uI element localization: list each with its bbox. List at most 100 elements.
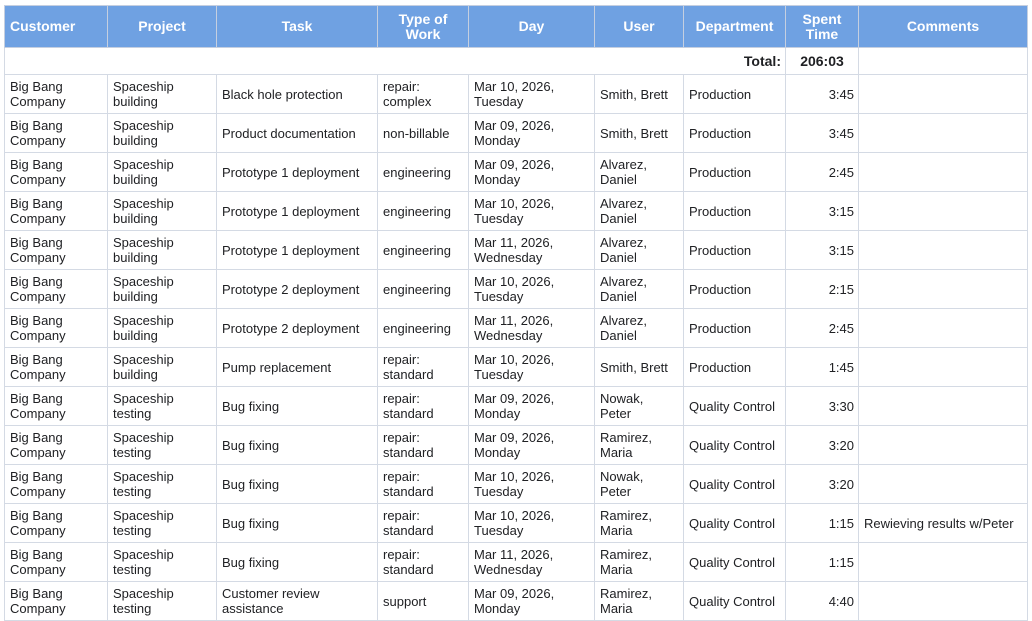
day-cell: Mar 09, 2026, Monday: [468, 113, 595, 153]
column-header-spent-time[interactable]: Spent Time: [785, 5, 859, 48]
column-header-comments[interactable]: Comments: [858, 5, 1028, 48]
comments-cell: [858, 464, 1028, 504]
customer-cell: Big Bang Company: [4, 425, 108, 465]
day-cell: Mar 09, 2026, Monday: [468, 152, 595, 192]
task-cell: Prototype 2 deployment: [216, 308, 378, 348]
type-of-work-cell: repair: standard: [377, 542, 469, 582]
department-cell: Production: [683, 152, 786, 192]
customer-cell: Big Bang Company: [4, 269, 108, 309]
type-of-work-cell: repair: standard: [377, 464, 469, 504]
total-value: 206:03: [785, 47, 859, 75]
user-cell: Alvarez, Daniel: [594, 191, 684, 231]
comments-cell: [858, 113, 1028, 153]
comments-cell: [858, 581, 1028, 621]
task-cell: Bug fixing: [216, 425, 378, 465]
type-of-work-cell: engineering: [377, 230, 469, 270]
department-cell: Production: [683, 269, 786, 309]
department-cell: Production: [683, 113, 786, 153]
task-cell: Prototype 2 deployment: [216, 269, 378, 309]
type-of-work-cell: engineering: [377, 191, 469, 231]
task-cell: Bug fixing: [216, 503, 378, 543]
spent-time-cell: 3:20: [785, 425, 859, 465]
table-row[interactable]: Big Bang Company Spaceship building Black …: [4, 74, 1028, 114]
comments-cell: [858, 230, 1028, 270]
day-cell: Mar 10, 2026, Tuesday: [468, 191, 595, 231]
customer-cell: Big Bang Company: [4, 386, 108, 426]
column-header-type-of-work[interactable]: Type of Work: [377, 5, 469, 48]
department-cell: Production: [683, 74, 786, 114]
user-cell: Smith, Brett: [594, 113, 684, 153]
spent-time-cell: 3:45: [785, 74, 859, 114]
day-cell: Mar 09, 2026, Monday: [468, 386, 595, 426]
customer-cell: Big Bang Company: [4, 347, 108, 387]
user-cell: Ramirez, Maria: [594, 581, 684, 621]
day-cell: Mar 11, 2026, Wednesday: [468, 230, 595, 270]
time-report-table: Customer Project Task Type of Work Day U…: [4, 5, 1028, 621]
project-cell: Spaceship testing: [107, 542, 217, 582]
table-row[interactable]: Big Bang Company Spaceship building Pump r…: [4, 347, 1028, 387]
customer-cell: Big Bang Company: [4, 308, 108, 348]
spent-time-cell: 3:15: [785, 191, 859, 231]
project-cell: Spaceship testing: [107, 386, 217, 426]
task-cell: Prototype 1 deployment: [216, 191, 378, 231]
table-row[interactable]: Big Bang Company Spaceship testing Bug fix…: [4, 425, 1028, 465]
column-header-task[interactable]: Task: [216, 5, 378, 48]
day-cell: Mar 09, 2026, Monday: [468, 425, 595, 465]
type-of-work-cell: repair: standard: [377, 503, 469, 543]
type-of-work-cell: engineering: [377, 152, 469, 192]
comments-cell: [858, 386, 1028, 426]
table-row[interactable]: Big Bang Company Spaceship building Protot…: [4, 308, 1028, 348]
user-cell: Nowak, Peter: [594, 464, 684, 504]
department-cell: Quality Control: [683, 386, 786, 426]
department-cell: Quality Control: [683, 503, 786, 543]
customer-cell: Big Bang Company: [4, 581, 108, 621]
task-cell: Prototype 1 deployment: [216, 230, 378, 270]
type-of-work-cell: repair: complex: [377, 74, 469, 114]
project-cell: Spaceship building: [107, 308, 217, 348]
report-container: Customer Project Task Type of Work Day U…: [4, 5, 1028, 621]
department-cell: Production: [683, 308, 786, 348]
spent-time-cell: 1:15: [785, 503, 859, 543]
table-row[interactable]: Big Bang Company Spaceship testing Custome…: [4, 581, 1028, 621]
table-row[interactable]: Big Bang Company Spaceship testing Bug fix…: [4, 386, 1028, 426]
spent-time-cell: 4:40: [785, 581, 859, 621]
user-cell: Alvarez, Daniel: [594, 269, 684, 309]
header-row: Customer Project Task Type of Work Day U…: [4, 5, 1028, 48]
column-header-user[interactable]: User: [594, 5, 684, 48]
spent-time-cell: 1:15: [785, 542, 859, 582]
type-of-work-cell: non-billable: [377, 113, 469, 153]
total-label: Total:: [4, 47, 786, 75]
column-header-customer[interactable]: Customer: [4, 5, 108, 48]
table-row[interactable]: Big Bang Company Spaceship testing Bug fix…: [4, 542, 1028, 582]
customer-cell: Big Bang Company: [4, 542, 108, 582]
customer-cell: Big Bang Company: [4, 152, 108, 192]
table-row[interactable]: Big Bang Company Spaceship building Protot…: [4, 230, 1028, 270]
spent-time-cell: 3:45: [785, 113, 859, 153]
table-row[interactable]: Big Bang Company Spaceship testing Bug fix…: [4, 464, 1028, 504]
department-cell: Quality Control: [683, 581, 786, 621]
day-cell: Mar 11, 2026, Wednesday: [468, 308, 595, 348]
user-cell: Alvarez, Daniel: [594, 308, 684, 348]
user-cell: Ramirez, Maria: [594, 425, 684, 465]
comments-cell: [858, 269, 1028, 309]
comments-cell: [858, 347, 1028, 387]
table-row[interactable]: Big Bang Company Spaceship building Produc…: [4, 113, 1028, 153]
task-cell: Bug fixing: [216, 464, 378, 504]
comments-cell: [858, 308, 1028, 348]
table-row[interactable]: Big Bang Company Spaceship testing Bug fix…: [4, 503, 1028, 543]
column-header-project[interactable]: Project: [107, 5, 217, 48]
project-cell: Spaceship building: [107, 230, 217, 270]
customer-cell: Big Bang Company: [4, 74, 108, 114]
table-row[interactable]: Big Bang Company Spaceship building Protot…: [4, 269, 1028, 309]
customer-cell: Big Bang Company: [4, 230, 108, 270]
spent-time-cell: 2:15: [785, 269, 859, 309]
column-header-day[interactable]: Day: [468, 5, 595, 48]
user-cell: Ramirez, Maria: [594, 503, 684, 543]
project-cell: Spaceship building: [107, 191, 217, 231]
table-row[interactable]: Big Bang Company Spaceship building Protot…: [4, 152, 1028, 192]
day-cell: Mar 09, 2026, Monday: [468, 581, 595, 621]
column-header-department[interactable]: Department: [683, 5, 786, 48]
comments-cell: [858, 152, 1028, 192]
department-cell: Quality Control: [683, 464, 786, 504]
table-row[interactable]: Big Bang Company Spaceship building Protot…: [4, 191, 1028, 231]
